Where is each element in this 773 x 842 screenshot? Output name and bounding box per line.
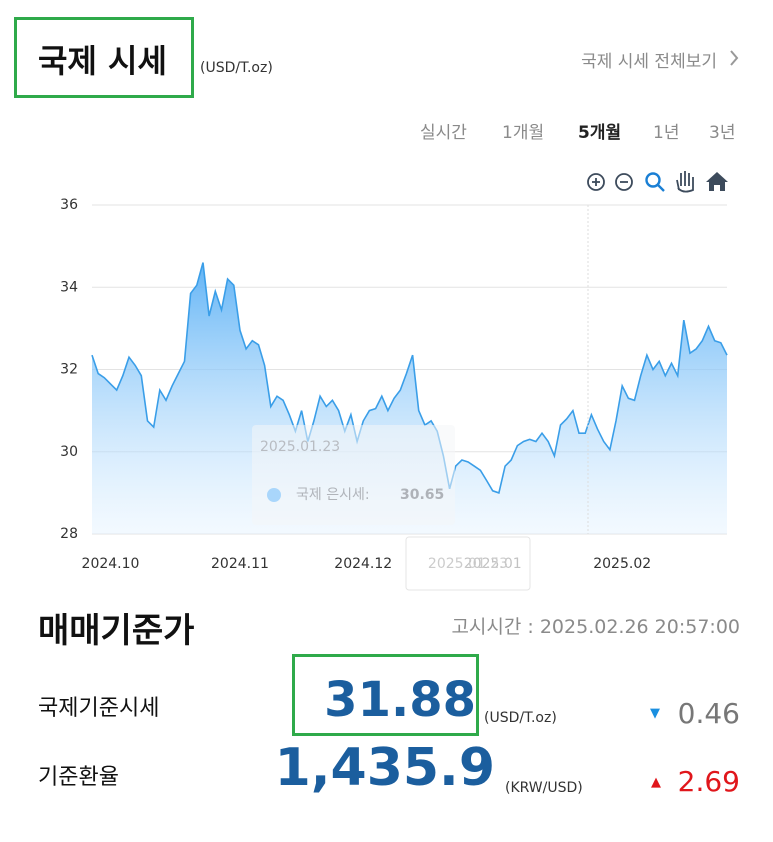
tooltip-value: 30.65: [400, 487, 444, 503]
tab[interactable]: 3년: [709, 123, 736, 143]
tab[interactable]: 실시간: [420, 123, 467, 143]
y-tick-label: 28: [60, 526, 78, 542]
tab[interactable]: 5개월: [578, 123, 622, 143]
highlight-box: [14, 17, 194, 98]
zoom-out[interactable]: [615, 173, 633, 191]
highlight-box: [292, 654, 479, 736]
y-tick-label: 36: [60, 197, 78, 213]
x-tick-label: 2024.11: [211, 556, 269, 572]
x-tick-label: 2024.10: [82, 556, 140, 572]
row-value: 1,435.9: [274, 738, 495, 798]
page-title: 국제 시세: [38, 42, 167, 80]
row-value: 31.88: [324, 672, 476, 728]
view-all-link[interactable]: 국제 시세 전체보기: [581, 52, 717, 72]
home[interactable]: [706, 172, 728, 191]
change-value: 2.69: [677, 765, 740, 798]
change-direction: ▼: [650, 706, 660, 721]
y-tick-label: 34: [60, 279, 78, 295]
tooltip-dot: [267, 488, 281, 502]
toolbar: [587, 171, 728, 193]
change-direction: ▲: [651, 775, 661, 790]
x-tick-label: 2024.12: [334, 556, 392, 572]
section-title: 매매기준가: [38, 611, 195, 651]
crosshair-label: 2025.01.23: [428, 556, 508, 572]
zoom-in[interactable]: [587, 173, 605, 191]
tab[interactable]: 1개월: [502, 123, 545, 143]
tab[interactable]: 1년: [653, 123, 680, 143]
tooltip-label: 국제 은시세:: [296, 487, 370, 503]
unit: (USD/T.oz): [200, 60, 273, 76]
tooltip-date: 2025.01.23: [260, 439, 340, 455]
row-label: 기준환율: [38, 765, 119, 790]
y-tick-label: 30: [60, 444, 78, 460]
change-value: 0.46: [677, 697, 740, 730]
y-tick-label: 32: [60, 362, 78, 378]
x-tick-label: 2025.02: [593, 556, 651, 572]
row-unit: (USD/T.oz): [484, 710, 557, 726]
pan[interactable]: [676, 171, 694, 193]
row-unit: (KRW/USD): [505, 780, 583, 796]
row-label: 국제기준시세: [38, 696, 160, 721]
notice-time: 고시시간 : 2025.02.26 20:57:00: [451, 616, 740, 638]
zoom-select[interactable]: [645, 172, 665, 192]
area-fill: [92, 262, 727, 534]
area-line: [91, 262, 728, 494]
tooltip-box: [252, 425, 455, 525]
crosshair-label-box: [405, 536, 531, 591]
